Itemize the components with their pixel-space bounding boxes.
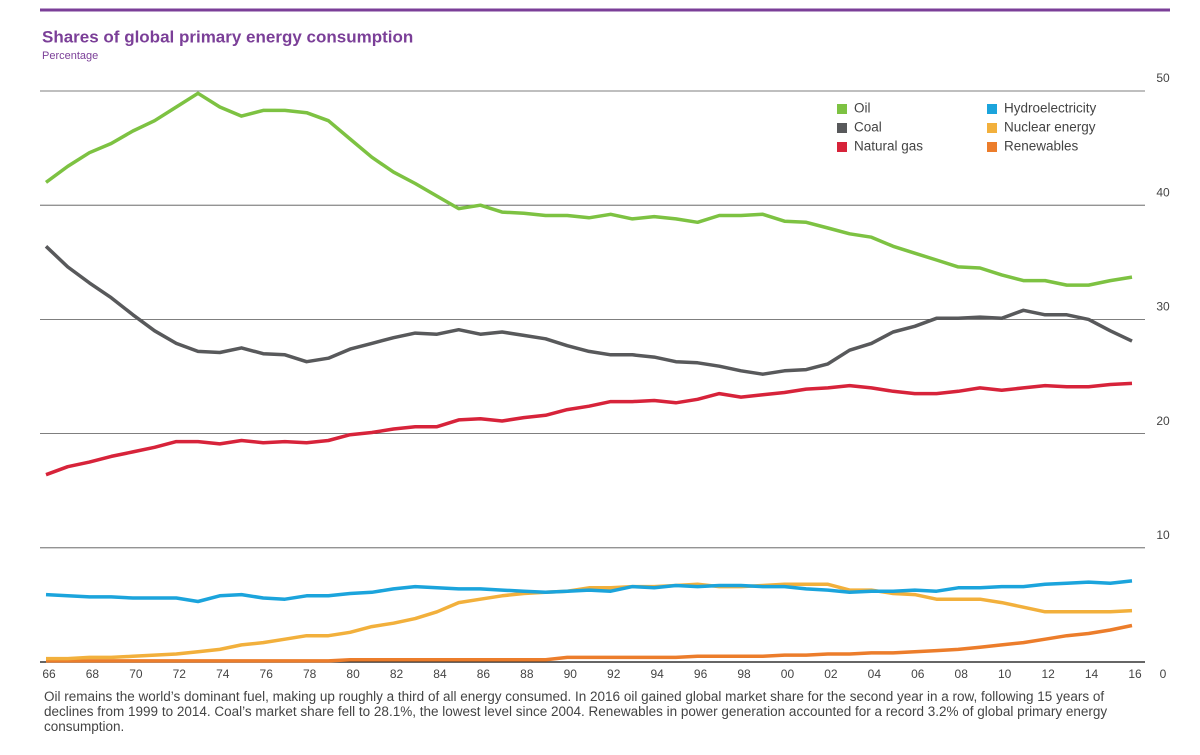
x-tick-label: 16 <box>1128 667 1142 681</box>
legend-label: Coal <box>854 120 882 135</box>
legend-label: Hydroelectricity <box>1004 101 1097 116</box>
x-tick-label: 98 <box>737 667 751 681</box>
x-tick-label: 72 <box>173 667 187 681</box>
x-tick-label: 06 <box>911 667 925 681</box>
chart: Shares of global primary energy consumpt… <box>40 8 1170 681</box>
series-line <box>46 582 1133 661</box>
y-tick-label: 40 <box>1156 185 1170 199</box>
chart-subtitle: Percentage <box>42 50 98 62</box>
legend-swatch <box>837 142 847 152</box>
x-tick-label: 94 <box>650 667 664 681</box>
x-tick-label: 86 <box>477 667 491 681</box>
caption: Oil remains the world’s dominant fuel, m… <box>44 689 1108 734</box>
series-line <box>44 91 1133 287</box>
series-line <box>44 245 1133 376</box>
x-tick-label: 12 <box>1041 667 1055 681</box>
legend-label: Oil <box>854 101 871 116</box>
legend-label: Renewables <box>1004 139 1079 154</box>
series-line <box>45 381 1133 477</box>
x-tick-label: 82 <box>390 667 404 681</box>
x-tick-label: 66 <box>42 667 56 681</box>
y-tick-label: 30 <box>1156 300 1170 314</box>
x-tick-label: 04 <box>868 667 882 681</box>
y-tick-label: 20 <box>1156 414 1170 428</box>
x-tick-label: 08 <box>955 667 969 681</box>
x-tick-label: 92 <box>607 667 621 681</box>
y-tick-label: 0 <box>1160 667 1167 681</box>
x-tick-label: 10 <box>998 667 1012 681</box>
x-tick-label: 84 <box>433 667 447 681</box>
x-tick-label: 90 <box>564 667 578 681</box>
x-tick-label: 96 <box>694 667 708 681</box>
x-tick-label: 68 <box>86 667 100 681</box>
x-tick-label: 88 <box>520 667 534 681</box>
legend-swatch <box>987 123 997 133</box>
y-tick-label: 10 <box>1156 528 1170 542</box>
x-tick-label: 80 <box>346 667 360 681</box>
legend-swatch <box>837 104 847 114</box>
series-line <box>45 579 1133 604</box>
legend-label: Nuclear energy <box>1004 120 1096 135</box>
x-tick-label: 70 <box>129 667 143 681</box>
x-tick-label: 74 <box>216 667 230 681</box>
y-tick-label: 50 <box>1156 71 1170 85</box>
legend-swatch <box>987 142 997 152</box>
x-tick-label: 14 <box>1085 667 1099 681</box>
x-tick-label: 02 <box>824 667 838 681</box>
chart-title: Shares of global primary energy consumpt… <box>42 27 413 46</box>
legend-label: Natural gas <box>854 139 923 154</box>
series-line <box>46 623 1133 663</box>
legend-swatch <box>837 123 847 133</box>
x-tick-label: 76 <box>260 667 274 681</box>
x-tick-label: 00 <box>781 667 795 681</box>
x-tick-label: 78 <box>303 667 317 681</box>
legend-swatch <box>987 104 997 114</box>
